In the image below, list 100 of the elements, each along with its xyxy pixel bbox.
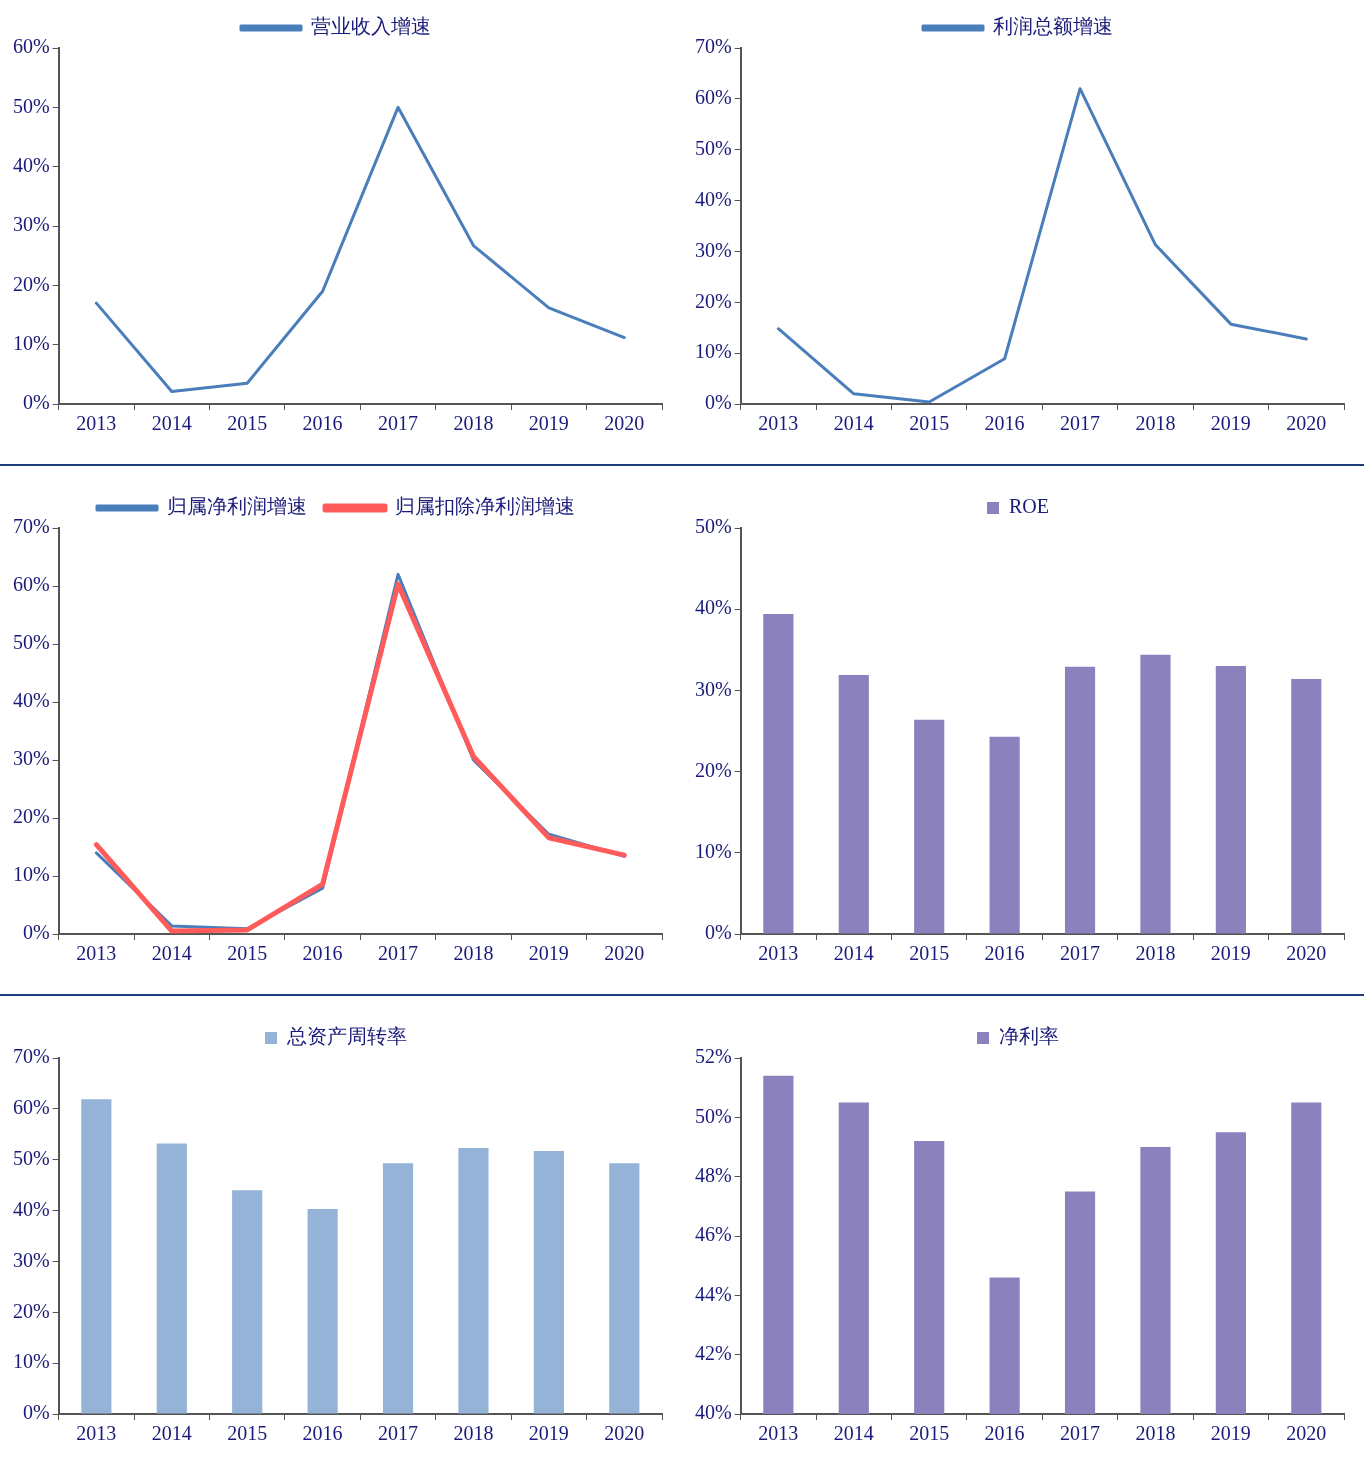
bar: [838, 674, 869, 934]
y-tick-label: 60%: [12, 1096, 50, 1119]
y-tick-label: 70%: [694, 35, 732, 58]
x-tick-label: 2015: [227, 942, 268, 965]
x-tick-label: 2015: [909, 1422, 950, 1445]
x-tick-label: 2019: [528, 1422, 569, 1445]
y-tick-label: 10%: [12, 331, 50, 354]
bar: [458, 1148, 489, 1414]
x-tick-label: 2017: [1060, 1422, 1101, 1445]
y-tick-label: 50%: [12, 631, 50, 654]
x-tick-label: 2020: [604, 1422, 645, 1445]
y-tick-label: 70%: [12, 515, 50, 538]
y-tick-label: 40%: [12, 1197, 50, 1220]
y-tick-label: 10%: [694, 340, 732, 363]
y-tick-label: 70%: [12, 1045, 50, 1068]
x-tick-label: 2013: [758, 942, 799, 965]
x-tick-label: 2015: [909, 942, 950, 965]
x-tick-label: 2013: [76, 1422, 117, 1445]
legend-label: 归属扣除净利润增速: [395, 495, 575, 518]
x-tick-label: 2014: [151, 1422, 192, 1445]
y-tick-label: 0%: [704, 921, 732, 944]
bar: [1291, 679, 1322, 934]
y-tick-label: 48%: [694, 1163, 732, 1186]
x-tick-label: 2019: [1210, 942, 1251, 965]
y-tick-label: 0%: [22, 921, 50, 944]
legend-label: 净利率: [999, 1025, 1059, 1048]
y-tick-label: 40%: [12, 689, 50, 712]
y-tick-label: 42%: [694, 1341, 732, 1364]
y-tick-label: 20%: [694, 289, 732, 312]
x-tick-label: 2020: [604, 942, 645, 965]
x-tick-label: 2016: [984, 1422, 1025, 1445]
x-tick-label: 2017: [378, 412, 419, 435]
x-tick-label: 2019: [1210, 1422, 1251, 1445]
x-tick-label: 2020: [604, 412, 645, 435]
y-tick-label: 30%: [12, 213, 50, 236]
y-tick-label: 50%: [694, 515, 732, 538]
bar: [156, 1143, 187, 1414]
legend-label: 归属净利润增速: [167, 495, 307, 518]
y-tick-label: 0%: [704, 391, 732, 414]
y-tick-label: 60%: [12, 573, 50, 596]
y-tick-label: 44%: [694, 1282, 732, 1305]
x-tick-label: 2015: [227, 1422, 268, 1445]
y-tick-label: 20%: [12, 805, 50, 828]
x-tick-label: 2017: [378, 942, 419, 965]
x-tick-label: 2016: [302, 942, 343, 965]
y-tick-label: 40%: [694, 1401, 732, 1424]
y-tick-label: 52%: [694, 1045, 732, 1068]
legend-label: ROE: [1009, 495, 1049, 518]
x-tick-label: 2018: [453, 412, 494, 435]
x-tick-label: 2019: [528, 412, 569, 435]
bar: [307, 1209, 338, 1414]
x-tick-label: 2018: [453, 1422, 494, 1445]
bar: [232, 1190, 263, 1414]
y-tick-label: 0%: [22, 1401, 50, 1424]
bar: [533, 1151, 564, 1414]
bar: [1215, 666, 1246, 934]
x-tick-label: 2014: [833, 942, 874, 965]
y-tick-label: 30%: [694, 238, 732, 261]
x-tick-label: 2020: [1286, 412, 1327, 435]
x-tick-label: 2014: [151, 412, 192, 435]
x-tick-label: 2019: [1210, 412, 1251, 435]
y-tick-label: 60%: [12, 35, 50, 58]
x-tick-label: 2016: [302, 412, 343, 435]
x-tick-label: 2017: [1060, 412, 1101, 435]
y-tick-label: 40%: [694, 187, 732, 210]
y-tick-label: 20%: [12, 272, 50, 295]
x-tick-label: 2018: [1135, 412, 1176, 435]
x-tick-label: 2014: [833, 1422, 874, 1445]
y-tick-label: 50%: [12, 94, 50, 117]
y-tick-label: 40%: [12, 153, 50, 176]
y-tick-label: 10%: [694, 840, 732, 863]
y-tick-label: 30%: [694, 677, 732, 700]
x-tick-label: 2018: [453, 942, 494, 965]
x-tick-label: 2014: [151, 942, 192, 965]
bar: [989, 736, 1020, 934]
y-tick-label: 10%: [12, 863, 50, 886]
y-tick-label: 50%: [694, 1104, 732, 1127]
legend-label: 营业收入增速: [311, 15, 431, 38]
y-tick-label: 40%: [694, 596, 732, 619]
x-tick-label: 2016: [984, 942, 1025, 965]
bar: [382, 1163, 414, 1414]
bar: [1140, 654, 1171, 934]
y-tick-label: 30%: [12, 1248, 50, 1271]
legend-label: 利润总额增速: [993, 15, 1113, 38]
x-tick-label: 2018: [1135, 1422, 1176, 1445]
y-tick-label: 30%: [12, 747, 50, 770]
y-tick-label: 50%: [694, 136, 732, 159]
y-tick-label: 10%: [12, 1350, 50, 1373]
x-tick-label: 2020: [1286, 1422, 1327, 1445]
y-tick-label: 20%: [12, 1299, 50, 1322]
x-tick-label: 2017: [1060, 942, 1101, 965]
bar: [763, 614, 794, 934]
x-tick-label: 2015: [909, 412, 950, 435]
bar: [914, 719, 945, 934]
x-tick-label: 2019: [528, 942, 569, 965]
x-tick-label: 2016: [984, 412, 1025, 435]
x-tick-label: 2017: [378, 1422, 419, 1445]
bar: [609, 1163, 640, 1414]
y-tick-label: 20%: [694, 758, 732, 781]
y-tick-label: 46%: [694, 1223, 732, 1246]
